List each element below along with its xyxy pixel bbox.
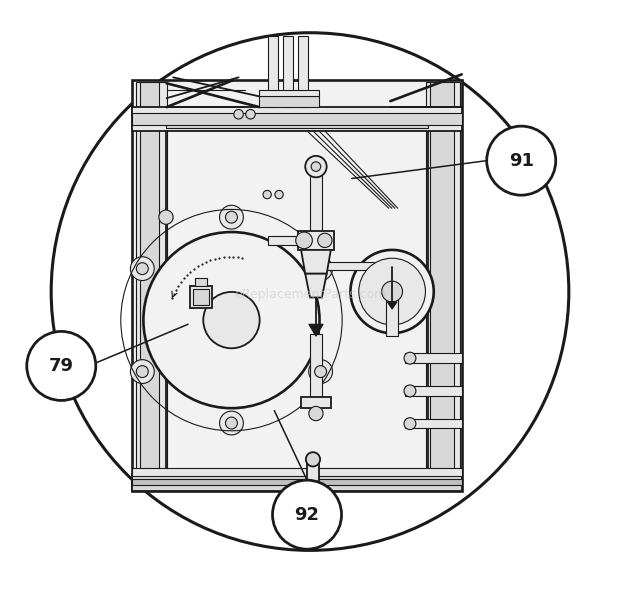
Bar xyxy=(327,262,374,270)
Bar xyxy=(386,292,398,336)
Circle shape xyxy=(487,126,556,195)
Circle shape xyxy=(219,205,244,229)
Polygon shape xyxy=(309,324,323,336)
Bar xyxy=(310,167,322,232)
Circle shape xyxy=(305,156,327,177)
Bar xyxy=(268,236,299,245)
Circle shape xyxy=(263,190,272,199)
Circle shape xyxy=(143,232,319,408)
Bar xyxy=(131,80,462,491)
Bar xyxy=(405,419,462,428)
Circle shape xyxy=(315,365,327,378)
Bar xyxy=(298,36,308,107)
Text: 91: 91 xyxy=(509,152,534,170)
Circle shape xyxy=(309,257,332,281)
Bar xyxy=(195,278,207,286)
Circle shape xyxy=(234,109,244,119)
Circle shape xyxy=(226,417,237,429)
Circle shape xyxy=(359,258,425,325)
Circle shape xyxy=(159,210,173,224)
Circle shape xyxy=(51,33,569,550)
Text: eReplacementParts.com: eReplacementParts.com xyxy=(234,288,386,301)
Circle shape xyxy=(219,411,244,435)
Circle shape xyxy=(296,232,312,249)
Circle shape xyxy=(130,257,154,281)
Circle shape xyxy=(309,406,323,421)
Circle shape xyxy=(136,263,148,275)
Polygon shape xyxy=(301,250,331,274)
Bar xyxy=(136,82,167,489)
Bar xyxy=(131,479,462,485)
Circle shape xyxy=(246,109,255,119)
Circle shape xyxy=(130,359,154,384)
Bar xyxy=(430,82,454,489)
Bar xyxy=(298,231,334,250)
Bar xyxy=(283,36,293,107)
Circle shape xyxy=(404,352,416,364)
Bar xyxy=(426,82,460,489)
Bar xyxy=(301,397,331,408)
Circle shape xyxy=(382,281,402,302)
Bar xyxy=(259,96,319,107)
Circle shape xyxy=(306,452,320,466)
Bar xyxy=(131,468,462,476)
Circle shape xyxy=(136,365,148,378)
Circle shape xyxy=(273,480,342,549)
Bar xyxy=(140,82,159,489)
Circle shape xyxy=(315,263,327,275)
Bar xyxy=(166,118,428,128)
Circle shape xyxy=(317,233,332,248)
Bar xyxy=(259,90,319,96)
Circle shape xyxy=(404,418,416,430)
Polygon shape xyxy=(388,302,397,309)
Bar xyxy=(193,289,210,305)
Bar xyxy=(310,334,322,399)
Bar xyxy=(166,113,428,470)
Bar xyxy=(405,353,462,363)
Circle shape xyxy=(404,385,416,397)
Circle shape xyxy=(27,331,96,400)
Text: 79: 79 xyxy=(49,357,74,375)
Bar xyxy=(131,474,462,491)
Bar xyxy=(307,461,319,491)
Text: 92: 92 xyxy=(294,506,319,524)
Circle shape xyxy=(203,292,260,348)
Polygon shape xyxy=(305,274,327,298)
Circle shape xyxy=(350,250,434,333)
Circle shape xyxy=(226,211,237,223)
Bar xyxy=(190,286,213,308)
Bar xyxy=(268,36,278,107)
Bar xyxy=(131,113,462,125)
Circle shape xyxy=(311,162,321,171)
Bar xyxy=(131,107,462,131)
Circle shape xyxy=(275,190,283,199)
Circle shape xyxy=(309,359,332,384)
Bar xyxy=(405,386,462,396)
